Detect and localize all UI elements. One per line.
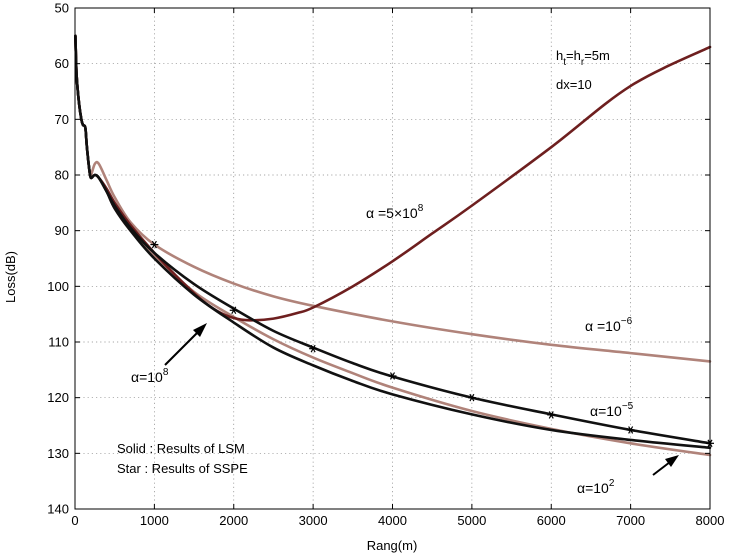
x-tick-label: 2000 <box>219 513 248 528</box>
y-tick-label: 100 <box>47 279 69 294</box>
sspe-star-marker <box>309 344 318 353</box>
x-tick-label: 5000 <box>457 513 486 528</box>
sspe-star-marker <box>388 372 397 380</box>
x-tick-label: 8000 <box>696 513 725 528</box>
x-tick-label: 6000 <box>537 513 566 528</box>
series-lines <box>74 34 712 457</box>
plot-frame <box>74 7 711 510</box>
x-axis-title: Rang(m) <box>367 538 418 553</box>
y-tick-label: 70 <box>55 112 69 127</box>
grid <box>75 8 710 509</box>
y-tick-label: 120 <box>47 390 69 405</box>
x-tick-label: 3000 <box>299 513 328 528</box>
dx-annotation: dx=10 <box>556 77 592 92</box>
y-tick-label: 140 <box>47 502 69 517</box>
star-legend-note: Star : Results of SSPE <box>117 461 248 476</box>
arrow-to-alpha-1e8 <box>164 323 207 366</box>
arrow-to-alpha-1e2 <box>652 455 679 476</box>
y-tick-label: 110 <box>48 335 69 350</box>
y-tick-label: 50 <box>55 1 69 16</box>
sspe-star-markers <box>150 240 714 448</box>
sspe-star-marker <box>229 306 238 315</box>
alpha-1e-5-label: α=10−5 <box>590 401 634 419</box>
x-tick-label: 1000 <box>140 513 169 528</box>
axis-ticks: 0 1000 2000 3000 4000 5000 6000 7000 8000 50 60 70 8… <box>47 1 724 529</box>
alpha-5e8-label: α =5×108 <box>366 203 424 221</box>
antenna-height-annotation: ht=hr=5m <box>556 48 610 68</box>
alpha-1e2-label: α=102 <box>577 478 615 496</box>
y-tick-label: 80 <box>55 168 69 183</box>
sspe-star-marker <box>467 393 476 402</box>
x-tick-label: 4000 <box>378 513 407 528</box>
series-line-alpha-1e2 <box>74 34 712 457</box>
x-tick-label: 0 <box>71 513 78 528</box>
sspe-star-marker <box>150 240 159 249</box>
solid-legend-note: Solid : Results of LSM <box>117 441 245 456</box>
y-tick-label: 60 <box>55 56 69 71</box>
x-tick-label: 7000 <box>616 513 645 528</box>
y-axis-title: Loss(dB) <box>3 251 18 303</box>
y-tick-label: 130 <box>47 446 69 461</box>
series-line-alpha-1e8 <box>74 34 712 450</box>
alpha-1e-6-label: α =10−6 <box>585 316 633 334</box>
sspe-star-marker <box>547 411 556 419</box>
sspe-star-marker <box>626 426 635 434</box>
y-tick-label: 90 <box>55 223 69 238</box>
alpha-1e8-label: α=108 <box>131 367 169 385</box>
